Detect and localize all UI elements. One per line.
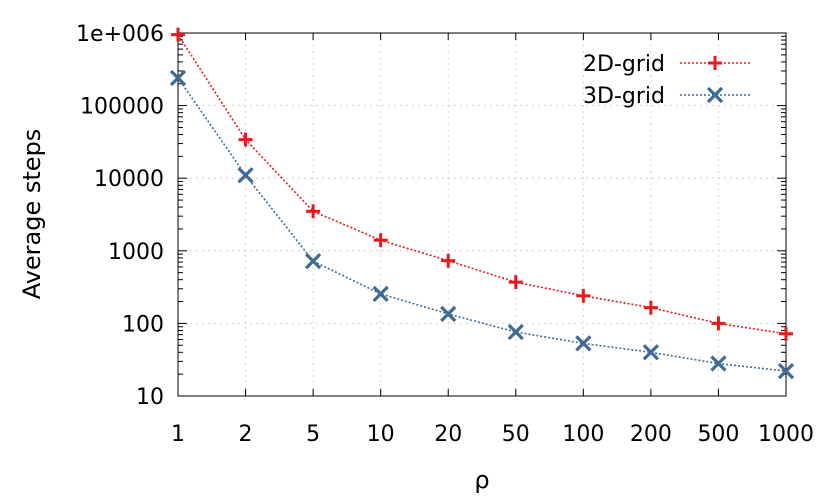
x-tick-label: 1000 xyxy=(758,422,814,447)
series-line-2 xyxy=(177,77,787,372)
data-point xyxy=(440,305,457,323)
x-tick-label: 1 xyxy=(171,422,185,447)
data-point xyxy=(777,363,795,380)
y-tick-label: 10 xyxy=(136,385,164,410)
legend-label: 2D-grid xyxy=(583,52,665,77)
data-point xyxy=(372,285,389,303)
series-lines xyxy=(169,27,795,380)
data-point xyxy=(169,69,187,87)
y-tick-label: 100000 xyxy=(80,95,164,120)
data-point xyxy=(441,253,456,268)
data-point xyxy=(237,167,254,184)
y-tick-labels: 10 100 1000 10000 100000 1e+006 xyxy=(76,22,164,410)
x-tick-labels: 1 2 5 10 20 50 100 200 500 1000 xyxy=(171,422,814,447)
data-point xyxy=(575,335,592,352)
legend-label: 3D-grid xyxy=(583,84,665,109)
data-point xyxy=(373,233,388,248)
x-tick-label: 200 xyxy=(630,422,672,447)
data-point xyxy=(304,253,322,270)
y-tick-label: 1000 xyxy=(108,240,164,265)
y-axis-title: Average steps xyxy=(18,129,46,300)
y-tick-label: 1e+006 xyxy=(76,22,164,47)
data-point xyxy=(507,323,524,341)
legend: 2D-grid 3D-grid xyxy=(583,52,750,109)
y-tick-label: 10000 xyxy=(94,167,164,192)
data-point xyxy=(306,204,321,219)
x-tick-label: 50 xyxy=(502,422,530,447)
data-point xyxy=(710,355,727,372)
data-point xyxy=(238,132,253,147)
data-point xyxy=(576,288,591,303)
x-axis-title: ρ xyxy=(474,466,489,494)
plot-frame xyxy=(177,32,787,397)
x-tick-label: 2 xyxy=(239,422,253,447)
data-point xyxy=(643,300,658,315)
data-point xyxy=(171,27,185,42)
x-tick-label: 20 xyxy=(434,422,462,447)
data-point xyxy=(779,326,793,341)
x-tick-label: 10 xyxy=(367,422,395,447)
y-tick-label: 100 xyxy=(122,312,164,337)
data-point xyxy=(711,316,726,331)
x-tick-label: 100 xyxy=(562,422,604,447)
data-point xyxy=(508,275,523,290)
legend-marker xyxy=(706,86,724,104)
x-tick-label: 5 xyxy=(306,422,320,447)
data-point xyxy=(642,344,660,361)
x-tick-label: 500 xyxy=(697,422,739,447)
legend-marker xyxy=(708,56,722,70)
